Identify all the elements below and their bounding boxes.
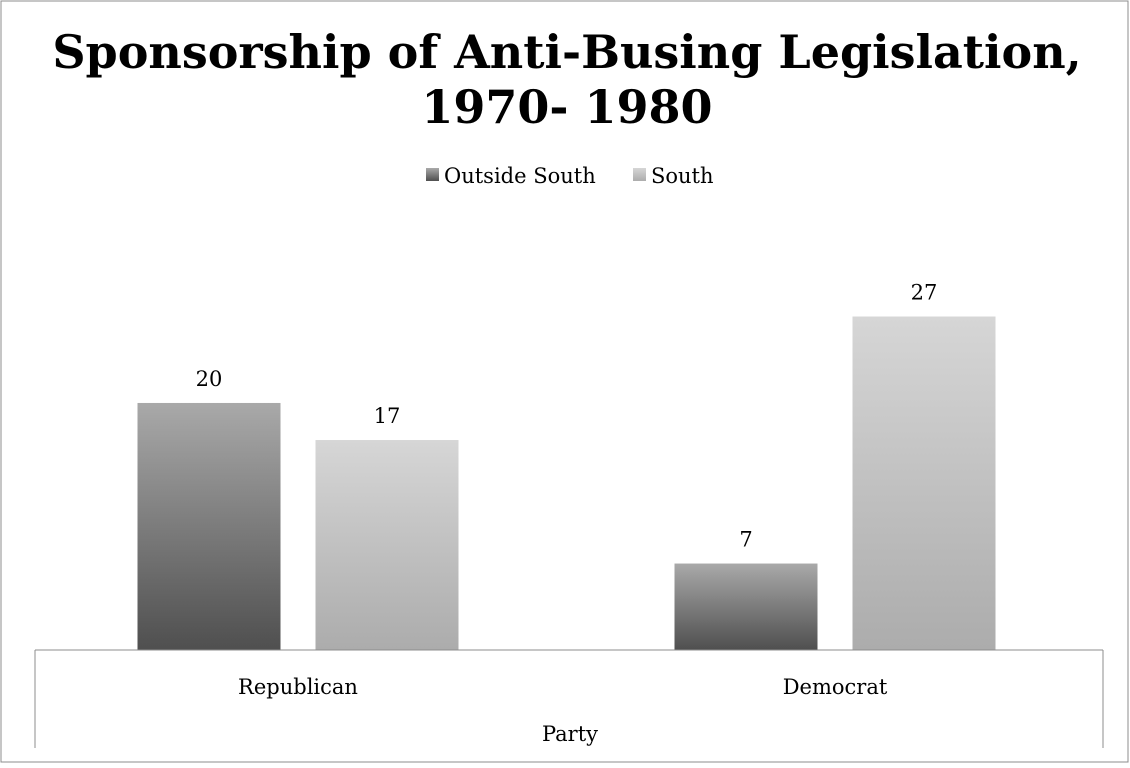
legend-label-outside-south: Outside South	[444, 164, 596, 188]
bar-democrat-outside-south	[674, 563, 818, 650]
category-label-republican: Republican	[238, 675, 358, 699]
bar-group	[137, 316, 996, 650]
data-label-republican-south: 17	[374, 404, 401, 428]
legend-swatch-outside-south	[426, 168, 439, 181]
chart-title-line-2: 1970- 1980	[421, 80, 712, 134]
category-label-democrat: Democrat	[783, 675, 888, 699]
x-axis-title: Party	[542, 722, 598, 746]
data-label-republican-outside-south: 20	[196, 367, 223, 391]
legend: Outside South South	[426, 164, 714, 188]
bar-republican-south	[315, 440, 459, 650]
legend-label-south: South	[651, 164, 714, 188]
data-label-group: 20 17 7 27	[196, 281, 938, 552]
legend-swatch-south	[633, 168, 646, 181]
data-label-democrat-south: 27	[911, 281, 938, 305]
bar-republican-outside-south	[137, 402, 281, 650]
data-label-democrat-outside-south: 7	[739, 528, 752, 552]
chart-title-line-1: Sponsorship of Anti-Busing Legislation,	[52, 25, 1081, 79]
bar-democrat-south	[852, 316, 996, 650]
